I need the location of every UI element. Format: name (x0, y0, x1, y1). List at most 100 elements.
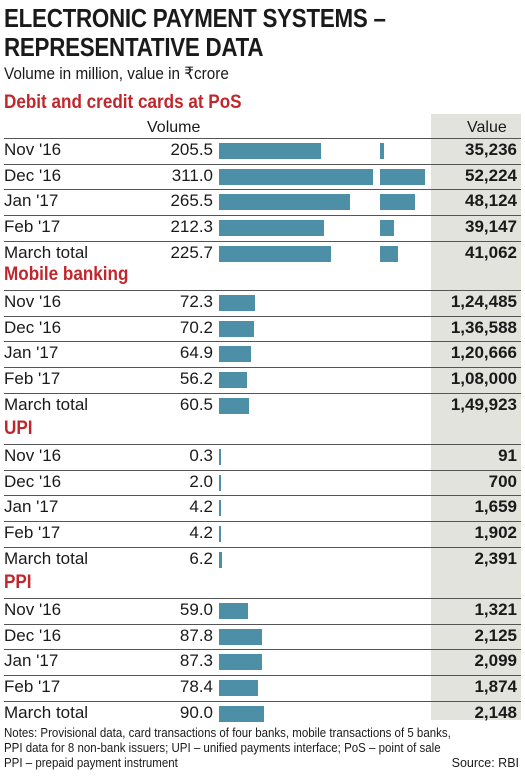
row-period-label: Feb '17 (4, 369, 61, 389)
row-volume-value: 212.3 (170, 217, 213, 237)
table-row: Nov '16 72.3 1,24,485 (0, 290, 525, 315)
row-value-amount: 1,321 (474, 600, 517, 619)
volume-bar (219, 143, 321, 159)
table-row: Dec '16 87.8 2,125 (0, 624, 525, 649)
chart-title-line1: ELECTRONIC PAYMENT SYSTEMS – (4, 3, 386, 33)
row-period-label: March total (4, 548, 89, 568)
row-period-label: Dec '16 (4, 471, 62, 491)
chart-subtitle: Volume in million, value in ₹crore (4, 64, 229, 83)
row-divider (4, 675, 521, 677)
table-row: Feb '17 56.2 1,08,000 (0, 367, 525, 392)
row-period-label: March total (4, 242, 89, 262)
row-volume-value: 78.4 (179, 677, 213, 697)
notes-line2: PPI data for 8 non-bank issuers; UPI – u… (4, 741, 441, 755)
row-period-label: Jan '17 (4, 343, 59, 363)
volume-bar (219, 705, 264, 722)
row-divider (4, 598, 521, 599)
section-title: PPI (4, 572, 32, 593)
column-header-volume: Volume (147, 119, 201, 136)
row-period-label: Nov '16 (4, 600, 62, 619)
section-title: UPI (4, 418, 33, 439)
volume-bar (219, 220, 325, 237)
table-row: March total 90.0 2,148 (0, 701, 525, 726)
row-divider (4, 392, 521, 394)
row-divider (4, 367, 521, 369)
row-value-amount: 35,236 (465, 140, 517, 159)
row-period-label: March total (4, 394, 89, 414)
row-period-label: Nov '16 (4, 446, 62, 465)
row-volume-value: 87.8 (179, 625, 213, 645)
notes-line3: PPI – prepaid payment instrument (4, 756, 178, 770)
chart-title-line2: REPRESENTATIVE DATA (4, 32, 264, 62)
table-row: Feb '17 78.4 1,874 (0, 675, 525, 700)
row-period-label: Jan '17 (4, 191, 59, 211)
table-row: Dec '16 311.0 52,224 (0, 164, 525, 189)
row-divider (4, 163, 521, 165)
row-value-amount: 48,124 (465, 191, 517, 211)
row-volume-value: 0.3 (189, 446, 213, 465)
source-credit: Source: RBI (451, 756, 519, 770)
row-value-amount: 1,49,923 (450, 394, 517, 414)
section-title: Debit and credit cards at PoS (4, 92, 242, 113)
row-period-label: Feb '17 (4, 217, 61, 237)
row-volume-value: 265.5 (170, 191, 213, 211)
table-row: March total 6.2 2,391 (0, 547, 525, 572)
row-period-label: Dec '16 (4, 317, 62, 337)
row-value-amount: 1,24,485 (450, 292, 517, 311)
volume-bar (219, 500, 222, 517)
volume-bar (219, 194, 351, 211)
row-value-amount: 1,874 (474, 677, 517, 697)
volume-bar (219, 372, 247, 389)
volume-bar (219, 245, 331, 262)
value-bar (380, 194, 416, 211)
row-volume-value: 4.2 (189, 497, 213, 517)
row-volume-value: 4.2 (189, 523, 213, 543)
table-row: Dec '16 2.0 700 (0, 470, 525, 495)
row-divider (4, 700, 521, 702)
volume-bar (219, 320, 254, 337)
row-divider (4, 341, 521, 343)
row-divider (4, 240, 521, 242)
row-period-label: Feb '17 (4, 523, 61, 543)
table-row: Dec '16 70.2 1,36,588 (0, 316, 525, 341)
row-period-label: Dec '16 (4, 625, 62, 645)
volume-bar (219, 397, 249, 414)
row-period-label: Jan '17 (4, 651, 59, 671)
row-divider (4, 138, 521, 139)
row-volume-value: 225.7 (170, 242, 213, 262)
row-volume-value: 2.0 (189, 471, 213, 491)
row-volume-value: 6.2 (189, 548, 213, 568)
row-divider (4, 189, 521, 191)
row-period-label: Dec '16 (4, 165, 62, 185)
volume-bar (219, 168, 373, 185)
value-bar (380, 220, 394, 237)
row-value-amount: 52,224 (465, 165, 517, 185)
value-bar (380, 143, 385, 159)
row-volume-value: 64.9 (179, 343, 213, 363)
notes-line1: Notes: Provisional data, card transactio… (4, 726, 451, 740)
volume-bar (219, 551, 223, 568)
row-value-amount: 2,148 (474, 702, 517, 722)
table-row: Feb '17 212.3 39,147 (0, 215, 525, 240)
row-divider (4, 469, 521, 471)
row-volume-value: 72.3 (179, 292, 213, 311)
row-volume-value: 56.2 (179, 369, 213, 389)
volume-bar (219, 346, 252, 363)
row-value-amount: 1,659 (474, 497, 517, 517)
table-row: Feb '17 4.2 1,902 (0, 521, 525, 546)
volume-bar (219, 474, 221, 491)
table-row: March total 225.7 41,062 (0, 241, 525, 266)
volume-bar (219, 449, 221, 465)
volume-bar (219, 295, 255, 311)
row-period-label: Feb '17 (4, 677, 61, 697)
table-row: Jan '17 265.5 48,124 (0, 189, 525, 214)
row-divider (4, 546, 521, 548)
row-divider (4, 215, 521, 217)
row-value-amount: 2,125 (474, 625, 517, 645)
volume-bar (219, 603, 249, 619)
row-value-amount: 2,099 (474, 651, 517, 671)
table-row: Nov '16 205.5 35,236 (0, 138, 525, 163)
row-divider (4, 649, 521, 651)
row-volume-value: 87.3 (179, 651, 213, 671)
row-divider (4, 290, 521, 291)
